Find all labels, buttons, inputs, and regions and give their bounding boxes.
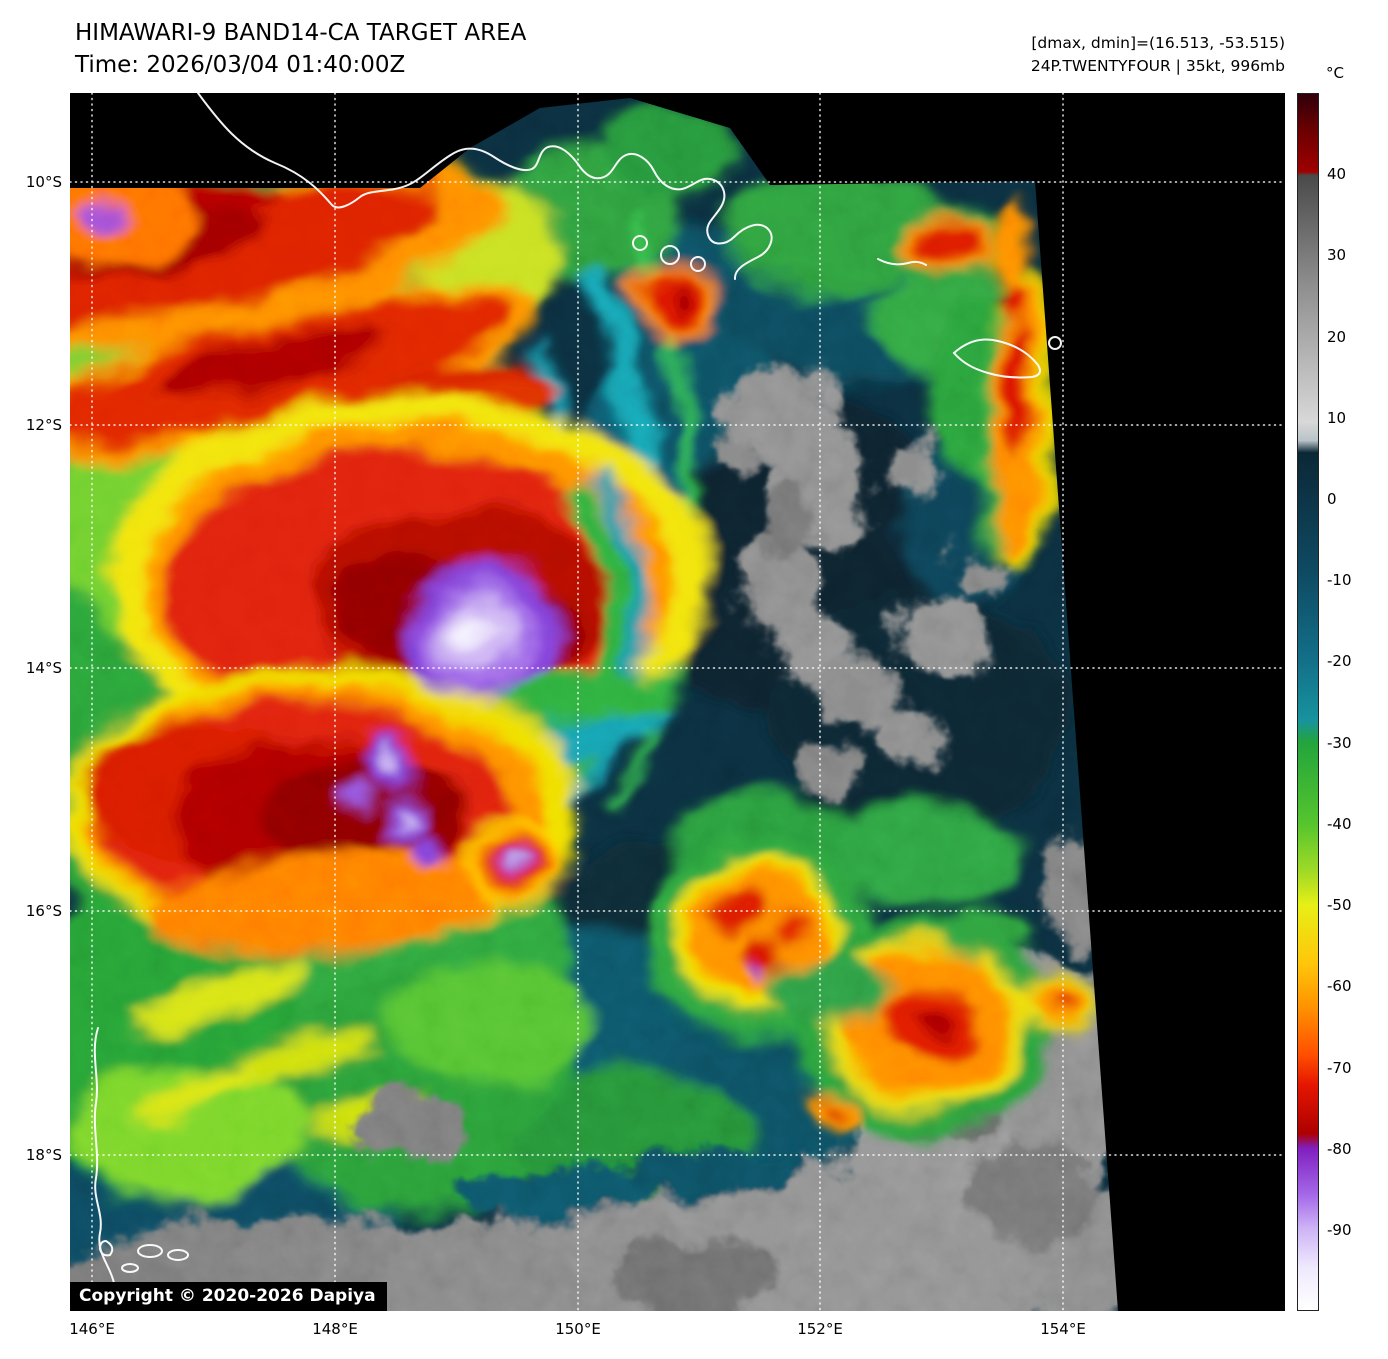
y-tick-14s: 14°S	[25, 659, 62, 677]
y-tick-18s: 18°S	[25, 1146, 62, 1164]
cloud-texture	[70, 98, 1118, 1311]
annotation-dmax-dmin: [dmax, dmin]=(16.513, -53.515)	[1031, 34, 1285, 52]
x-tick-150e: 150°E	[555, 1320, 601, 1338]
figure-time: Time: 2026/03/04 01:40:00Z	[75, 52, 406, 78]
colorbar-tick-m40: -40	[1327, 815, 1352, 833]
figure-title: HIMAWARI-9 BAND14-CA TARGET AREA	[75, 20, 527, 46]
x-tick-148e: 148°E	[312, 1320, 358, 1338]
colorbar-unit-label: °C	[1326, 64, 1344, 82]
colorbar-tick-m30: -30	[1327, 734, 1352, 752]
colorbar-tick-m80: -80	[1327, 1140, 1352, 1158]
colorbar-tick-30: 30	[1327, 246, 1347, 264]
colorbar-tick-10: 10	[1327, 409, 1347, 427]
y-tick-16s: 16°S	[25, 902, 62, 920]
colorbar-tick-0: 0	[1327, 490, 1337, 508]
x-tick-152e: 152°E	[797, 1320, 843, 1338]
satellite-map: Copyright © 2020-2026 Dapiya	[70, 93, 1285, 1311]
colorbar-tick-m70: -70	[1327, 1059, 1352, 1077]
y-tick-12s: 12°S	[25, 416, 62, 434]
colorbar-tick-m50: -50	[1327, 896, 1352, 914]
x-tick-154e: 154°E	[1040, 1320, 1086, 1338]
colorbar-tick-m90: -90	[1327, 1221, 1352, 1239]
grid-lines	[70, 93, 1285, 1311]
copyright-badge: Copyright © 2020-2026 Dapiya	[70, 1282, 387, 1311]
colorbar-tick-20: 20	[1327, 328, 1347, 346]
colorbar-tick-m60: -60	[1327, 977, 1352, 995]
data-swath	[70, 98, 1118, 1311]
x-tick-146e: 146°E	[69, 1320, 115, 1338]
annotation-storm-info: 24P.TWENTYFOUR | 35kt, 996mb	[1030, 57, 1285, 75]
colorbar	[1297, 93, 1319, 1311]
colorbar-tick-40: 40	[1327, 165, 1347, 183]
satellite-image	[70, 93, 1285, 1311]
colorbar-gradient	[1298, 94, 1318, 1310]
colorbar-tick-m20: -20	[1327, 652, 1352, 670]
colorbar-tick-m10: -10	[1327, 571, 1352, 589]
y-tick-10s: 10°S	[25, 173, 62, 191]
